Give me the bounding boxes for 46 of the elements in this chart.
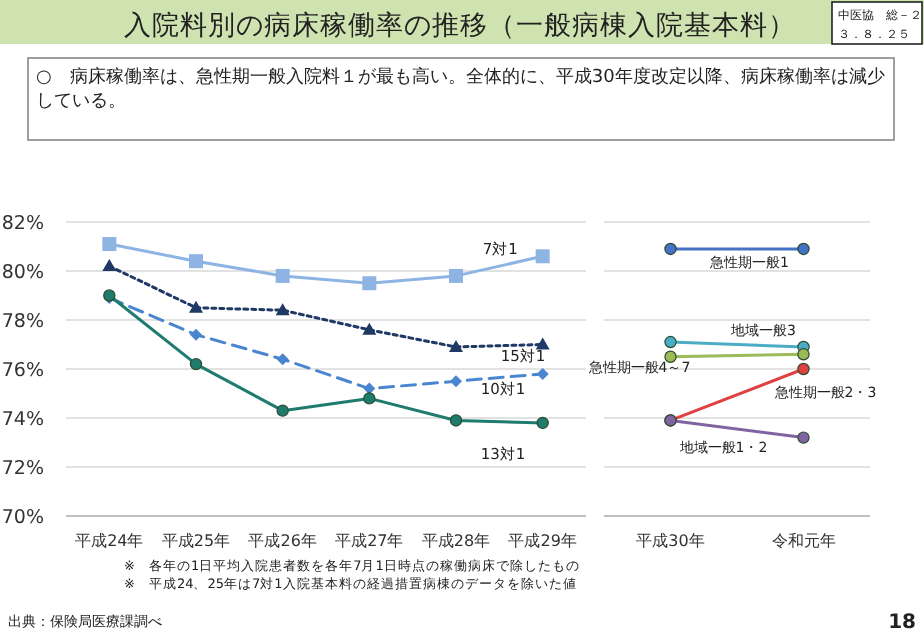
point bbox=[189, 254, 203, 269]
x-tick-label: 平成29年 bbox=[508, 532, 577, 550]
y-tick-label: 80% bbox=[1, 262, 44, 284]
point bbox=[664, 335, 677, 349]
x-tick-label: 平成26年 bbox=[248, 532, 317, 550]
point bbox=[362, 276, 377, 291]
text: 18 bbox=[888, 612, 917, 634]
point bbox=[450, 375, 462, 388]
point bbox=[362, 322, 377, 335]
y-tick-label: 82% bbox=[1, 213, 44, 235]
chart-subtitle: ○ 病床稼働率は、急性期一般入院料１が最も高い。全体的に、平成30年度改定以降、病床稼働率は減少している。 bbox=[36, 66, 886, 114]
point bbox=[189, 357, 203, 371]
point bbox=[449, 268, 463, 283]
point bbox=[535, 337, 550, 350]
y-tick-label: 74% bbox=[1, 409, 44, 431]
point bbox=[797, 362, 810, 376]
point bbox=[797, 348, 810, 361]
point bbox=[190, 328, 202, 341]
x-tick-label: 平成30年 bbox=[636, 532, 705, 550]
y-tick-label: 72% bbox=[1, 458, 44, 480]
point bbox=[449, 339, 463, 352]
point bbox=[536, 416, 549, 430]
point bbox=[276, 353, 289, 366]
x-tick-label: 平成25年 bbox=[161, 532, 231, 550]
point bbox=[275, 303, 290, 316]
point bbox=[536, 367, 549, 380]
point bbox=[102, 259, 117, 272]
chart-title: 入院料別の病床稼働率の推移（一般病棟入院基本料） bbox=[124, 10, 796, 42]
point bbox=[797, 242, 810, 256]
point bbox=[664, 242, 677, 256]
point bbox=[363, 392, 376, 405]
point bbox=[797, 431, 810, 444]
y-tick-label: 76% bbox=[1, 360, 44, 382]
x-tick-label: 平成28年 bbox=[421, 532, 491, 550]
x-tick-label: 平成27年 bbox=[335, 532, 404, 550]
y-tick-label: 70% bbox=[1, 507, 44, 529]
x-tick-label: 平成24年 bbox=[75, 532, 144, 550]
point bbox=[189, 300, 203, 313]
point bbox=[449, 414, 463, 427]
point bbox=[102, 237, 117, 252]
y-tick-label: 78% bbox=[1, 311, 44, 333]
point bbox=[275, 268, 290, 283]
x-tick-label: 令和元年 bbox=[771, 532, 836, 550]
point bbox=[276, 404, 289, 417]
point bbox=[664, 350, 677, 363]
point bbox=[535, 249, 550, 264]
